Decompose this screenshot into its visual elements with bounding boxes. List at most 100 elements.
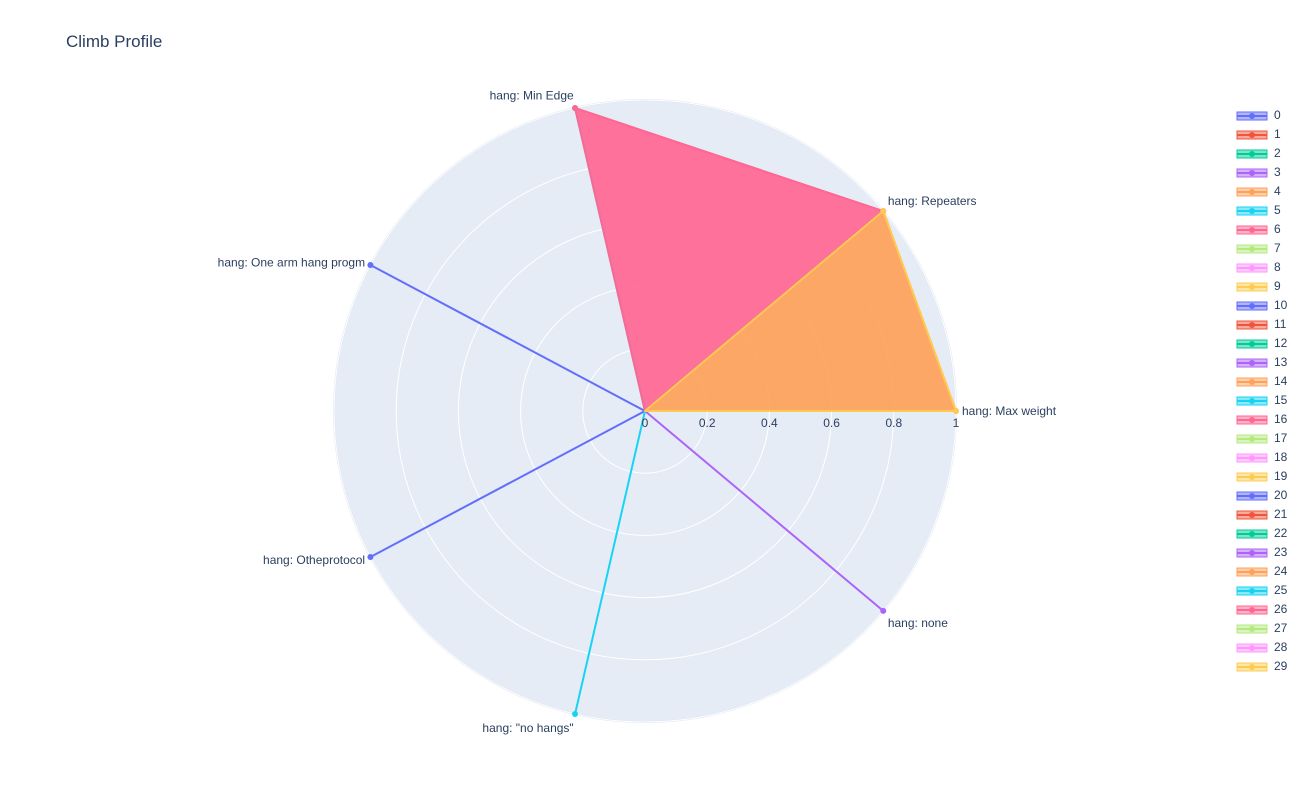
legend-label: 11 (1274, 317, 1287, 331)
legend-swatch (1236, 377, 1268, 387)
legend-swatch (1236, 453, 1268, 463)
legend-label: 28 (1274, 640, 1288, 654)
legend-item[interactable]: 10 (1236, 297, 1302, 316)
legend-swatch (1236, 301, 1268, 311)
legend: 0 1 2 3 4 5 6 7 8 9 10 11 12 13 14 15 16 17 18 19 20 21 22 23 24… (1236, 107, 1302, 677)
legend-swatch (1236, 263, 1268, 273)
series-marker-0 (367, 261, 374, 268)
radial-tick-label: 0 (642, 416, 649, 430)
legend-label: 15 (1274, 393, 1288, 407)
legend-label: 5 (1274, 203, 1281, 217)
legend-swatch (1236, 244, 1268, 254)
legend-label: 24 (1274, 564, 1288, 578)
angular-axis-label: hang: One arm hang progm (218, 255, 365, 269)
legend-item[interactable]: 28 (1236, 639, 1302, 658)
legend-label: 26 (1274, 602, 1288, 616)
legend-label: 12 (1274, 336, 1288, 350)
legend-item[interactable]: 22 (1236, 525, 1302, 544)
legend-label: 23 (1274, 545, 1288, 559)
legend-swatch (1236, 358, 1268, 368)
axis-labels: hang: Max weight hang: Repeaters hang: Min… (218, 89, 1057, 735)
legend-item[interactable]: 9 (1236, 278, 1302, 297)
legend-label: 13 (1274, 355, 1288, 369)
legend-item[interactable]: 12 (1236, 335, 1302, 354)
legend-item[interactable]: 17 (1236, 430, 1302, 449)
legend-swatch (1236, 472, 1268, 482)
series-markers (367, 104, 959, 718)
angular-axis-label: hang: Otheprotocol (263, 553, 365, 567)
legend-item[interactable]: 20 (1236, 487, 1302, 506)
legend-swatch (1236, 415, 1268, 425)
legend-item[interactable]: 25 (1236, 582, 1302, 601)
legend-item[interactable]: 4 (1236, 183, 1302, 202)
legend-swatch (1236, 567, 1268, 577)
legend-item[interactable]: 7 (1236, 240, 1302, 259)
legend-label: 2 (1274, 146, 1281, 160)
legend-item[interactable]: 5 (1236, 202, 1302, 221)
angular-axis-label: hang: none (888, 616, 948, 630)
legend-item[interactable]: 19 (1236, 468, 1302, 487)
legend-item[interactable]: 23 (1236, 544, 1302, 563)
legend-item[interactable]: 2 (1236, 145, 1302, 164)
legend-swatch (1236, 548, 1268, 558)
legend-label: 22 (1274, 526, 1288, 540)
legend-swatch (1236, 529, 1268, 539)
legend-label: 17 (1274, 431, 1288, 445)
legend-label: 3 (1274, 165, 1281, 179)
legend-label: 19 (1274, 469, 1288, 483)
legend-label: 1 (1274, 127, 1281, 141)
series-marker-9 (880, 208, 887, 215)
legend-label: 7 (1274, 241, 1281, 255)
legend-item[interactable]: 29 (1236, 658, 1302, 677)
legend-label: 21 (1274, 507, 1288, 521)
radial-tick-label: 0.2 (699, 416, 716, 430)
legend-item[interactable]: 21 (1236, 506, 1302, 525)
legend-label: 27 (1274, 621, 1288, 635)
legend-label: 10 (1274, 298, 1288, 312)
legend-swatch (1236, 605, 1268, 615)
legend-swatch (1236, 624, 1268, 634)
radar-chart: hang: Max weight hang: Repeaters hang: Min… (218, 89, 1057, 735)
legend-item[interactable]: 14 (1236, 373, 1302, 392)
angular-axis-label: hang: Repeaters (888, 194, 977, 208)
series-marker-5 (572, 711, 579, 718)
legend-item[interactable]: 8 (1236, 259, 1302, 278)
legend-swatch (1236, 206, 1268, 216)
legend-swatch (1236, 491, 1268, 501)
legend-item[interactable]: 0 (1236, 107, 1302, 126)
legend-item[interactable]: 16 (1236, 411, 1302, 430)
radial-tick-label: 0.4 (761, 416, 778, 430)
legend-label: 6 (1274, 222, 1281, 236)
legend-item[interactable]: 27 (1236, 620, 1302, 639)
angular-axis-label: hang: Max weight (962, 404, 1057, 418)
legend-item[interactable]: 26 (1236, 601, 1302, 620)
chart-title: Climb Profile (66, 32, 163, 51)
legend-item[interactable]: 11 (1236, 316, 1302, 335)
radial-tick-label: 0.6 (823, 416, 840, 430)
legend-label: 25 (1274, 583, 1288, 597)
series-marker-0 (367, 554, 374, 561)
legend-item[interactable]: 18 (1236, 449, 1302, 468)
legend-item[interactable]: 15 (1236, 392, 1302, 411)
legend-item[interactable]: 3 (1236, 164, 1302, 183)
legend-swatch (1236, 130, 1268, 140)
series-fill-4 (645, 211, 956, 411)
series-marker-6 (572, 104, 579, 111)
series-line-9 (644, 210, 957, 412)
legend-label: 9 (1274, 279, 1281, 293)
legend-item[interactable]: 6 (1236, 221, 1302, 240)
legend-label: 20 (1274, 488, 1288, 502)
legend-swatch (1236, 168, 1268, 178)
legend-swatch (1236, 187, 1268, 197)
legend-swatch (1236, 111, 1268, 121)
legend-item[interactable]: 13 (1236, 354, 1302, 373)
legend-item[interactable]: 1 (1236, 126, 1302, 145)
legend-label: 4 (1274, 184, 1281, 198)
series-fills (575, 107, 956, 411)
series-marker-3 (880, 607, 887, 614)
legend-swatch (1236, 662, 1268, 672)
legend-label: 18 (1274, 450, 1288, 464)
legend-swatch (1236, 320, 1268, 330)
angular-axis-label: hang: "no hangs" (482, 721, 573, 735)
legend-item[interactable]: 24 (1236, 563, 1302, 582)
